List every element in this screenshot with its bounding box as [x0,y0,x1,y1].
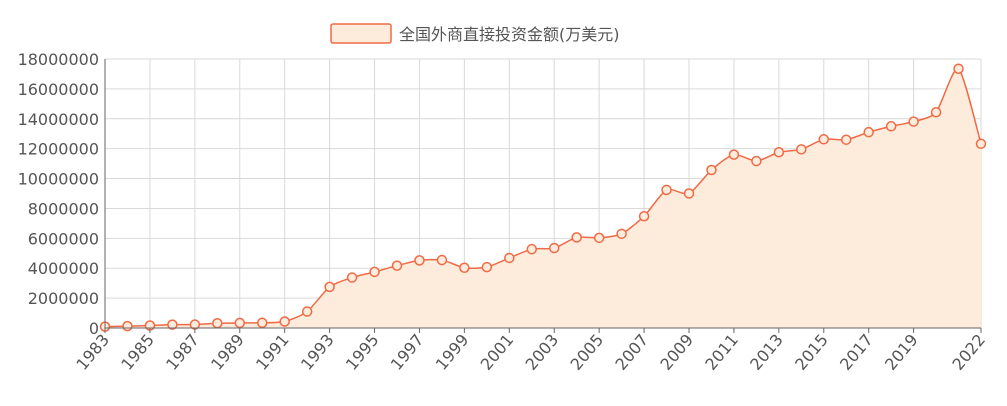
y-tick-label: 14000000 [18,110,99,129]
data-point-1998[interactable] [436,254,448,266]
data-point-2022[interactable] [975,138,987,150]
data-point-2020[interactable] [930,106,942,118]
data-point-2008[interactable] [661,184,672,196]
x-tick-label: 2009 [656,330,697,373]
data-point-1990[interactable] [256,317,268,329]
x-tick-label: 1983 [72,330,113,373]
data-point-2012[interactable] [751,155,762,167]
data-point-1999[interactable] [459,262,470,273]
x-tick-label: 1991 [252,330,293,373]
x-tick-label: 2003 [522,330,563,373]
x-tick-label: 2011 [701,330,742,373]
data-point-1991[interactable] [279,316,290,327]
data-point-1986[interactable] [167,319,178,330]
data-point-1997[interactable] [414,255,425,266]
legend[interactable]: 全国外商直接投资金额(万美元) [330,23,620,44]
data-point-2019[interactable] [908,116,919,127]
data-point-2004[interactable] [571,232,582,243]
data-point-2001[interactable] [504,252,515,264]
x-tick-label: 1987 [162,330,203,373]
data-point-2000[interactable] [481,261,493,273]
y-tick-label: 10000000 [18,170,99,189]
x-axis: 1983 1985 1987 1989 1991 1993 1995 1997 1999 2001… [72,327,989,374]
x-tick-label: 2005 [566,330,607,373]
y-tick-label: 2000000 [28,289,99,308]
y-axis: 0 2000000 4000000 6000000 8000000 10000000 120… [18,50,106,338]
data-point-2015[interactable] [818,134,830,145]
data-point-1984[interactable] [122,320,133,332]
data-point-2011[interactable] [728,149,740,160]
data-point-2003[interactable] [548,242,560,254]
data-point-2002[interactable] [526,243,538,255]
x-tick-label: 1999 [432,330,473,373]
x-tick-label: 2015 [791,330,832,373]
x-tick-label: 1995 [342,330,383,373]
legend-label: 全国外商直接投资金额(万美元) [399,25,620,44]
data-point-2014[interactable] [796,144,807,155]
data-point-1992[interactable] [301,306,313,317]
y-tick-label: 18000000 [18,50,99,69]
data-point-1988[interactable] [212,317,223,329]
data-point-1994[interactable] [346,272,358,283]
data-point-1995[interactable] [369,266,380,278]
series-line [104,67,982,328]
x-tick-label: 2007 [611,330,652,373]
data-point-2009[interactable] [683,188,695,199]
y-tick-label: 8000000 [28,199,99,218]
x-tick-label: 1997 [387,330,428,373]
data-point-2010[interactable] [706,164,717,176]
x-tick-label: 2017 [836,330,877,373]
data-point-1989[interactable] [234,317,246,329]
series-area [105,68,981,329]
data-point-2005[interactable] [593,232,605,244]
data-point-2018[interactable] [885,121,897,132]
data-point-2006[interactable] [616,228,627,240]
x-tick-label: 1993 [297,330,338,373]
legend-swatch [330,23,392,44]
data-point-2016[interactable] [840,134,852,145]
data-point-2013[interactable] [773,147,785,158]
data-point-2021[interactable] [953,63,964,74]
y-tick-label: 12000000 [18,140,99,159]
x-tick-label: 2022 [948,330,989,373]
y-tick-label: 0 [89,319,99,338]
data-point-1993[interactable] [324,281,335,293]
x-tick-label: 1989 [207,330,248,373]
x-tick-label: 2001 [477,330,518,373]
data-point-1996[interactable] [391,260,403,271]
y-tick-label: 4000000 [28,259,99,278]
series-points [99,63,987,332]
data-point-2007[interactable] [638,211,650,222]
y-tick-label: 16000000 [18,80,99,99]
x-tick-label: 1985 [117,330,158,373]
y-tick-label: 6000000 [28,229,99,248]
x-tick-label: 2013 [746,330,787,373]
data-point-2017[interactable] [863,126,874,138]
x-tick-label: 2019 [881,330,922,373]
